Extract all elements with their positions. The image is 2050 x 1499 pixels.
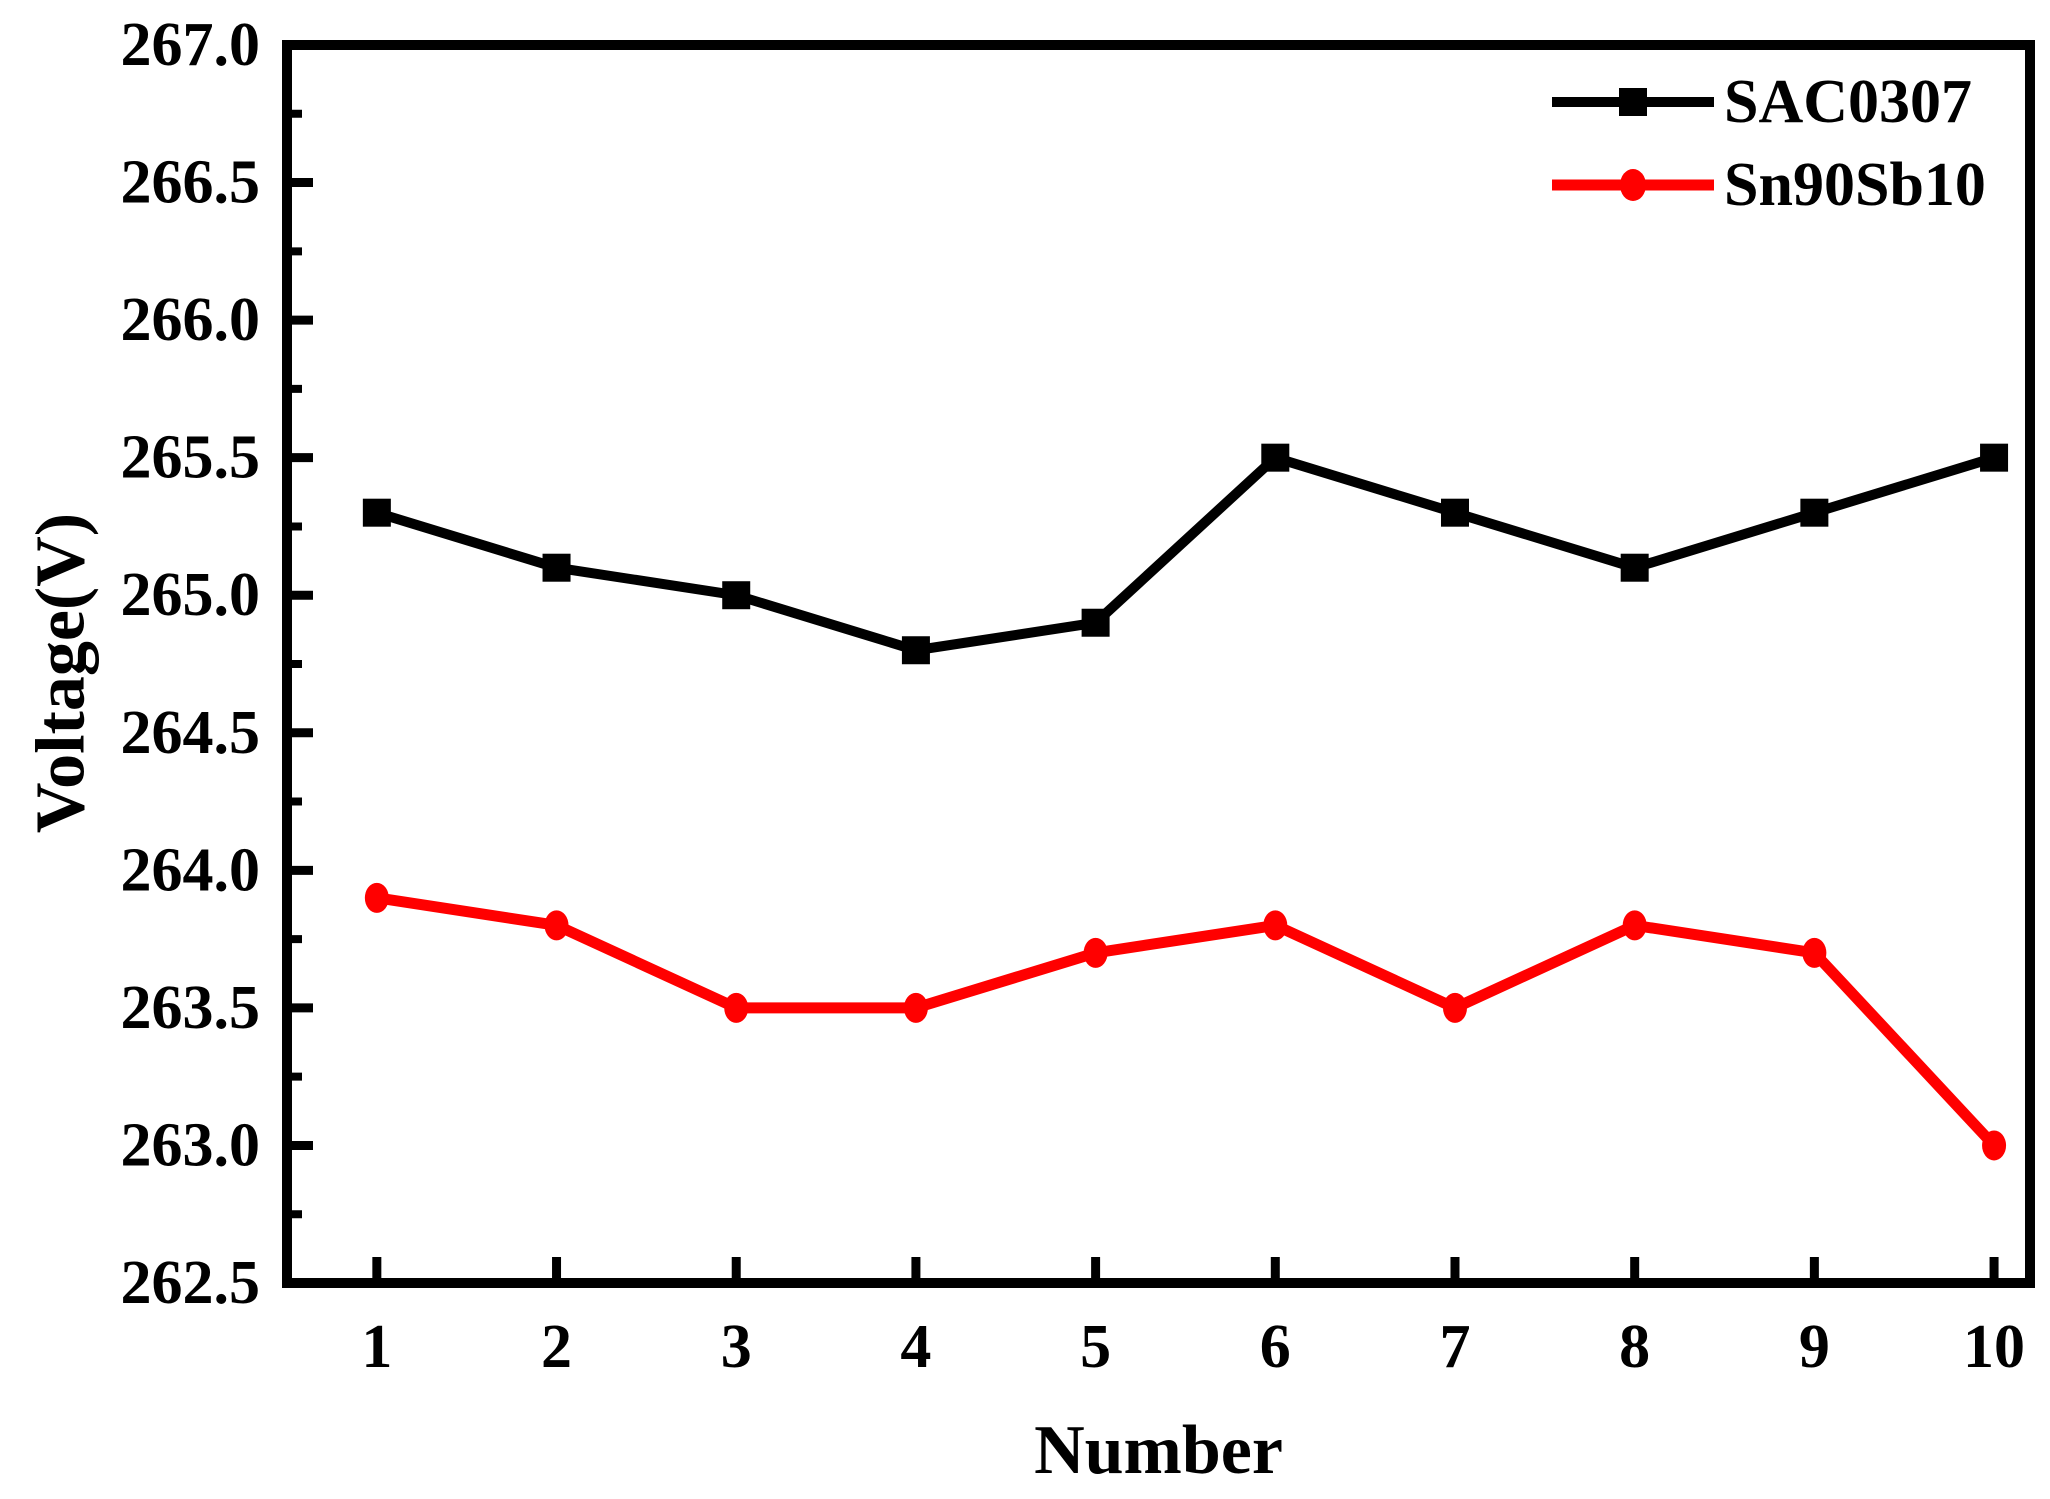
x-tick-label: 1 [361,1313,392,1381]
x-tick-label: 2 [541,1313,572,1381]
y-tick-label: 266.5 [121,149,261,217]
data-point-marker [364,882,389,913]
y-tick-label: 265.0 [121,561,261,629]
legend-label: Sn90Sb10 [1724,151,1986,219]
data-point-marker [1802,937,1827,968]
data-point-marker [1261,443,1290,472]
y-tick-label: 264.5 [121,699,261,767]
data-point-marker [724,992,749,1023]
y-tick-label: 267.0 [121,11,261,79]
legend-marker-circle [1620,169,1646,201]
x-tick-label: 4 [900,1313,931,1381]
series-sac0307 [362,443,2009,665]
data-point-marker [722,581,751,610]
data-point-marker [1442,992,1467,1023]
x-tick-label: 3 [721,1313,752,1381]
y-tick-label: 263.5 [121,974,261,1042]
data-point-marker [1081,608,1110,637]
legend: SAC0307 Sn90Sb10 [1552,68,1986,219]
y-tick-label: 265.5 [121,424,261,492]
x-tick-label: 8 [1619,1313,1650,1381]
x-tick-label: 9 [1799,1313,1830,1381]
series-line [376,892,1999,1150]
x-tick-label: 10 [1963,1313,2025,1381]
legend-marker-square [1619,88,1647,116]
data-point-marker [1263,910,1288,941]
axis-ticks: 267.0 266.5 266.0 265.5 265.0 264.5 264.0 263.5… [121,11,2026,1381]
data-point-marker [903,992,928,1023]
legend-label: SAC0307 [1724,68,1972,136]
y-axis-title: Voltage(V) [23,513,100,833]
data-point-marker [362,498,391,527]
data-point-marker [901,636,930,665]
data-point-marker [1622,910,1647,941]
data-point-marker [1620,553,1649,582]
data-point-marker [544,910,569,941]
y-tick-label: 266.0 [121,286,261,354]
series-line [375,452,1996,656]
data-point-marker [1980,443,2009,472]
data-point-marker [1800,498,1829,527]
y-tick-label: 262.5 [121,1249,261,1317]
series-sn90sb10 [364,882,2007,1161]
x-tick-label: 6 [1260,1313,1291,1381]
data-point-marker [542,553,571,582]
x-tick-label: 7 [1439,1313,1470,1381]
data-point-marker [1083,937,1108,968]
data-point-marker [1440,498,1469,527]
y-tick-label: 263.0 [121,1111,261,1179]
x-tick-label: 5 [1080,1313,1111,1381]
x-axis-title: Number [1034,1412,1283,1489]
plot-frame [282,40,2035,1288]
data-point-marker [1982,1130,2007,1161]
y-tick-label: 264.0 [121,836,261,904]
